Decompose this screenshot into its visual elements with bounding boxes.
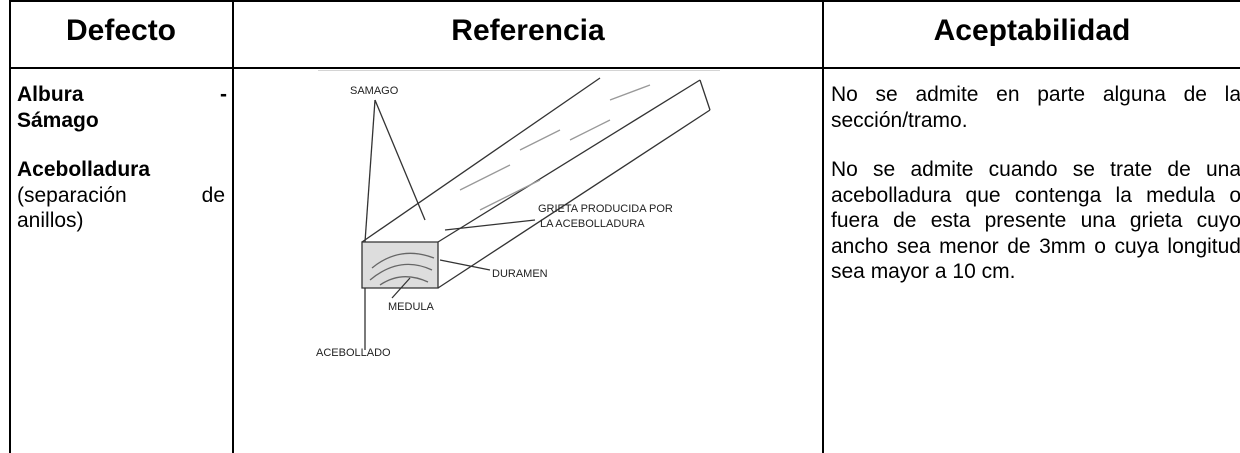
figure-label: LA ACEBOLLADURA xyxy=(540,218,645,230)
defect-name-part: - xyxy=(220,83,227,106)
header-cell: Aceptabilidad xyxy=(933,14,1131,47)
wood-illustration: SAMAGO GRIETA PRODUCIDA POR LA ACEBOLLAD… xyxy=(316,70,720,359)
table-border xyxy=(9,0,11,453)
figure-label: DURAMEN xyxy=(492,268,548,280)
figure-label: SAMAGO xyxy=(350,85,399,97)
table-border xyxy=(232,0,234,453)
table-border xyxy=(822,0,824,453)
acceptability-text: No se admite en parte alguna de la secci… xyxy=(831,83,1240,132)
figure-label: GRIETA PRODUCIDA POR xyxy=(538,203,673,215)
figure-label: MEDULA xyxy=(388,301,435,313)
acceptability-text: No se admite cuando se trate de una aceb… xyxy=(831,158,1240,283)
table-border xyxy=(10,0,1240,2)
beam-drawing xyxy=(318,70,720,350)
header-cell: Referencia xyxy=(451,14,605,47)
header-cell: Defecto xyxy=(65,14,177,47)
defect-name-part: Acebolladura xyxy=(17,158,151,181)
defect-name-part: Sámago xyxy=(17,108,99,132)
defect-note: (separación de anillos) xyxy=(17,183,225,233)
defect-name: Acebolladura (separación de anillos) xyxy=(17,157,225,234)
defect-name: Albura - Sámago xyxy=(17,82,227,133)
defect-name-part: Albura xyxy=(17,83,84,106)
figure-label: ACEBOLLADO xyxy=(316,347,391,359)
table-border xyxy=(10,67,1240,69)
